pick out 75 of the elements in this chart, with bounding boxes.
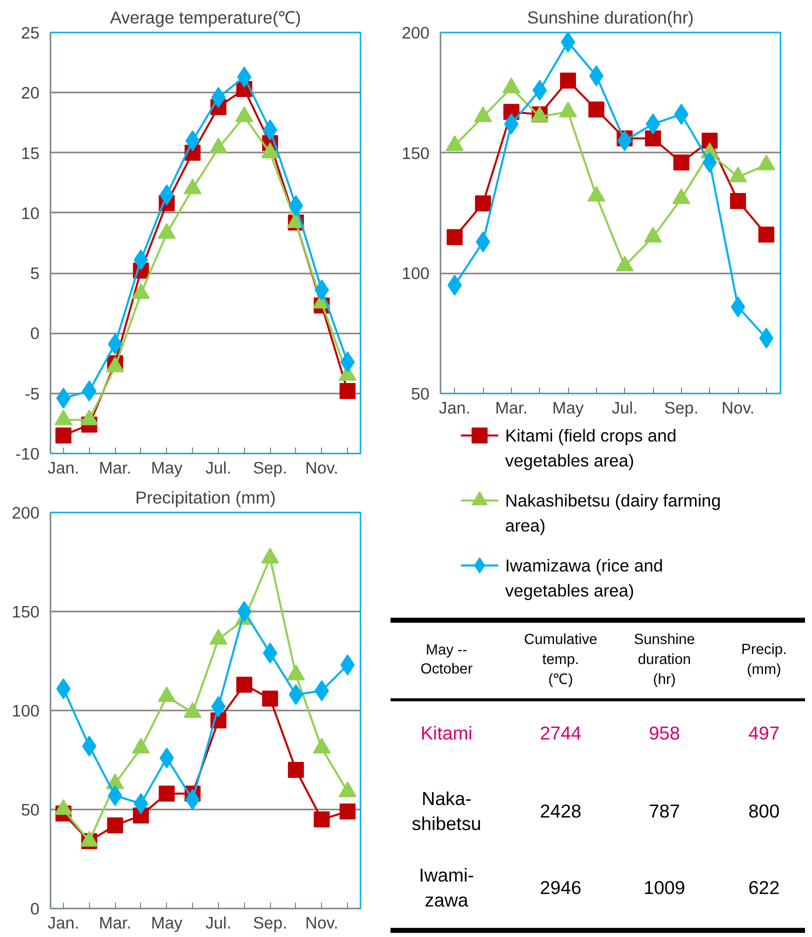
point [340, 803, 356, 820]
x-tick-label: Nov. [721, 398, 755, 418]
point [288, 762, 304, 778]
y-tick-label: 20 [20, 84, 40, 103]
category-label: Precip. (mm) [741, 642, 787, 678]
data-label: 958 [648, 722, 680, 744]
data-label: 2428 [540, 800, 582, 822]
y-tick-label: 10 [20, 204, 40, 223]
y-tick-label: 0 [30, 324, 40, 344]
point [560, 32, 576, 53]
x-tick-label: Jul. [612, 398, 638, 418]
chart-title: Average temperature(℃) [110, 8, 302, 28]
x-tick-label: Jul. [205, 458, 232, 478]
x-tick-label: Jan. [48, 458, 80, 478]
category-label: Sunshine duration (hr) [634, 632, 695, 688]
x-tick-label: Mar. [98, 458, 132, 478]
y-tick-label: 5 [30, 264, 40, 284]
y-tick-label: 50 [20, 800, 40, 820]
point [588, 102, 604, 118]
legend-label: Kitami (field crops and vegetables area) [505, 425, 677, 470]
y-tick-label: -5 [24, 384, 40, 404]
x-tick-label: Sep. [252, 914, 288, 932]
point [107, 817, 124, 834]
x-tick-label: May [552, 398, 584, 418]
x-tick-label: Jan. [48, 914, 80, 932]
point [560, 72, 576, 89]
y-tick-label: -10 [15, 444, 40, 464]
point [645, 130, 661, 146]
y-tick-label: 100 [12, 702, 40, 720]
y-tick-label: 100 [402, 264, 430, 284]
point [262, 690, 278, 707]
data-label: 800 [748, 800, 780, 822]
point [673, 154, 690, 170]
point [236, 676, 252, 693]
point [730, 192, 746, 209]
chart-title: Sunshine duration(hr) [527, 8, 694, 28]
legend-label: Nakashibetsu (dairy farming area) [505, 490, 721, 536]
text: May -- October [420, 642, 473, 678]
x-tick-label: Nov. [305, 914, 338, 932]
x-tick-label: Sep. [664, 398, 698, 418]
point [158, 786, 175, 802]
point [758, 226, 774, 243]
y-tick-label: 200 [402, 24, 430, 42]
data-label: 497 [748, 722, 780, 744]
legend-label: Kitami [420, 722, 472, 744]
point [446, 229, 463, 246]
data-label: 787 [648, 800, 680, 822]
y-tick-label: 150 [12, 602, 40, 622]
data-label: 2946 [540, 876, 582, 898]
y-tick-label: 15 [20, 144, 40, 163]
y-tick-label: 25 [20, 24, 40, 42]
data-label: 622 [748, 876, 780, 898]
point [340, 382, 356, 399]
x-tick-label: May [151, 458, 184, 478]
y-tick-label: 150 [402, 144, 430, 163]
point [55, 427, 72, 444]
x-tick-label: Jan. [438, 398, 470, 418]
category-label: Cumulative temp. (℃) [524, 632, 598, 688]
y-tick-label: 200 [12, 504, 40, 522]
legend-label: Iwamizawa (rice and vegetables area) [505, 555, 664, 600]
data-label: 2744 [540, 722, 582, 744]
point [314, 811, 330, 828]
data-label: 1009 [644, 876, 686, 898]
legend-label: Naka- shibetsu [412, 788, 482, 834]
x-tick-label: May [151, 914, 184, 932]
x-tick-label: Sep. [252, 458, 288, 478]
point [475, 195, 491, 212]
y-tick-label: 0 [30, 900, 40, 918]
x-tick-label: Mar. [98, 914, 132, 932]
x-tick-label: Jul. [205, 914, 232, 932]
chart-title: Precipitation (mm) [135, 488, 276, 508]
legend-label: Iwami- zawa [419, 864, 474, 910]
y-tick-label: 50 [410, 384, 430, 404]
x-tick-label: Nov. [305, 458, 338, 478]
x-tick-label: Mar. [495, 398, 528, 418]
